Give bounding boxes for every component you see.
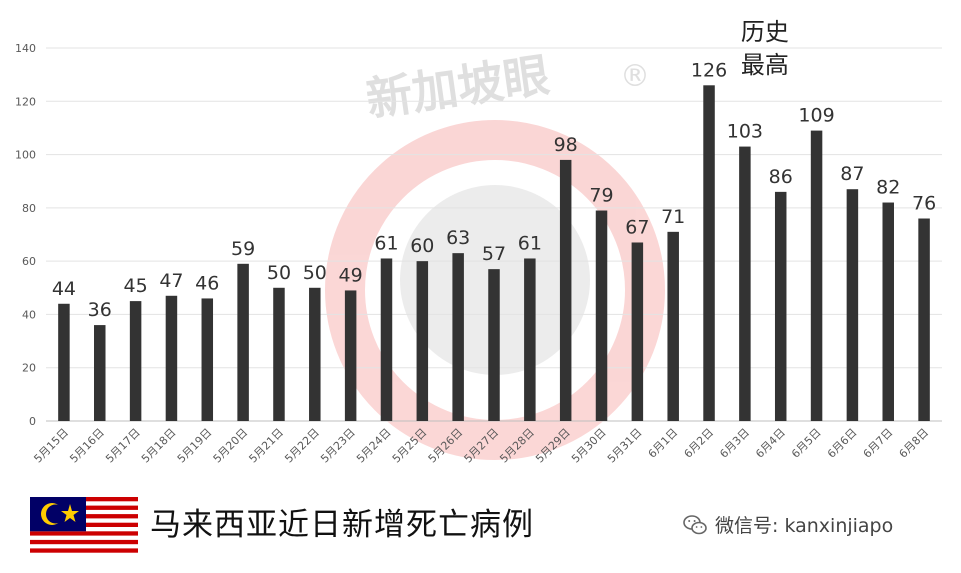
bar [774,191,787,421]
x-tick-label: 5月19日 [175,426,215,466]
data-label: 98 [554,134,578,156]
data-label: 61 [518,232,542,254]
data-label: 47 [159,270,183,292]
wechat-id: 微信号: kanxinjiapo [683,511,893,538]
data-label: 126 [691,59,727,81]
watermark-ring [325,120,665,460]
data-label: 87 [840,163,864,185]
x-tick-label: 5月31日 [605,426,645,466]
y-tick-label: 120 [15,95,36,108]
bar [631,242,644,421]
data-label: 61 [374,232,398,254]
x-tick-label: 6月5日 [789,426,824,461]
bar [380,258,393,421]
data-label: 59 [231,238,255,260]
bar-chart: 新加坡眼 ® 0 20 40 60 80 100 120 140 44 36 45 47 46 59 50… [15,18,942,466]
data-label: 60 [410,235,434,257]
bar [882,202,894,421]
x-tick-label: 5月22日 [282,426,322,466]
data-label: 67 [625,216,649,238]
bar [524,258,536,421]
bar [846,189,859,421]
data-label: 86 [769,166,793,188]
y-tick-label: 100 [15,149,36,162]
data-label: 79 [589,185,613,207]
watermark: 新加坡眼 ® [325,48,665,460]
bar [452,253,464,421]
bar [201,298,214,421]
bar [344,290,357,421]
watermark-text: 新加坡眼 [363,48,553,127]
gridlines [46,47,942,422]
peak-annotation-line2: 最高 [741,51,789,79]
data-label: 103 [727,121,763,143]
bars [58,85,930,422]
x-tick-label: 5月20日 [211,426,251,466]
bar [667,231,679,421]
malaysia-flag-icon [30,497,138,557]
x-tick-label: 6月7日 [861,426,896,461]
bar [559,159,572,421]
bar [918,218,930,421]
x-tick-label: 5月17日 [103,426,143,466]
wechat-icon [683,514,707,534]
bar [129,301,142,421]
bar [165,295,178,421]
data-label: 76 [912,193,936,215]
bar [237,263,249,421]
bar [309,287,321,421]
data-label: 44 [52,278,76,300]
data-label: 49 [339,264,363,286]
watermark-registered-mark: ® [620,59,650,94]
x-tick-label: 5月18日 [139,426,179,466]
y-axis-ticks: 0 20 40 60 80 100 120 140 [15,42,36,428]
y-tick-label: 20 [22,362,36,375]
x-tick-label: 6月3日 [717,426,752,461]
y-tick-label: 40 [22,308,36,321]
data-label: 63 [446,227,470,249]
x-tick-label: 6月2日 [682,426,717,461]
data-label: 36 [88,299,112,321]
bar [810,130,823,422]
y-tick-label: 0 [29,415,36,428]
bar [703,85,715,422]
data-label: 109 [798,105,834,127]
x-tick-label: 5月21日 [246,426,286,466]
peak-annotation: 历史 最高 [741,18,789,79]
footer: 马来西亚近日新增死亡病例 微信号: kanxinjiapo [0,487,961,573]
y-tick-label: 60 [22,255,36,268]
data-labels: 44 36 45 47 46 59 50 50 49 61 60 63 57 61 98 79 67 71 126 1… [52,59,936,321]
data-label: 45 [124,275,148,297]
bar [94,325,106,421]
data-label: 71 [661,206,685,228]
x-tick-label: 5月23日 [318,426,358,466]
bar [58,303,70,421]
bar [273,287,285,421]
data-label: 50 [303,262,327,284]
x-tick-label: 5月24日 [354,426,394,466]
bar [416,261,429,421]
peak-annotation-line1: 历史 [741,18,789,46]
x-tick-label: 6月8日 [897,426,932,461]
x-tick-label: 6月4日 [753,426,788,461]
data-label: 57 [482,243,506,265]
bar [739,146,751,422]
data-label: 50 [267,262,291,284]
y-tick-label: 140 [15,42,36,55]
x-tick-label: 6月6日 [825,426,860,461]
y-tick-label: 80 [22,202,36,215]
x-tick-label: 6月1日 [646,426,681,461]
data-label: 46 [195,272,219,294]
x-tick-label: 5月16日 [67,426,107,466]
bar [595,210,608,421]
bar [488,269,500,421]
x-tick-label: 5月15日 [31,426,71,466]
chart-caption: 马来西亚近日新增死亡病例 [150,507,534,543]
wechat-label: 微信号: kanxinjiapo [715,515,894,537]
data-label: 82 [876,177,900,199]
